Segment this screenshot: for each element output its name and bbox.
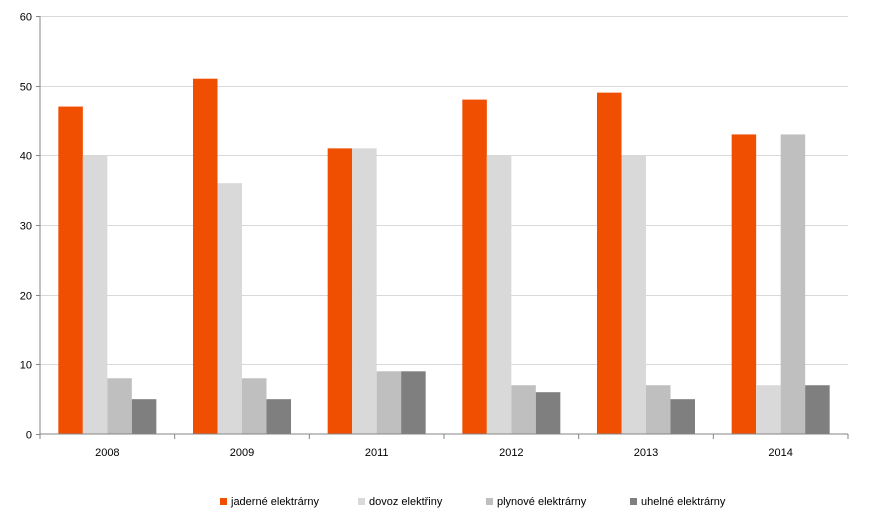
y-tick-label: 0: [26, 430, 32, 442]
bar-2013-series-1: [597, 92, 622, 434]
gridlines: [40, 16, 848, 365]
bars: [58, 78, 830, 435]
legend: jaderné elektrárny dovoz elektřiny plynové…: [220, 496, 726, 508]
bar-2009-series-2: [217, 183, 242, 434]
bar-2011-series-1: [327, 148, 353, 434]
bar-2008-series-3: [107, 378, 132, 434]
bar-2012-series-3: [511, 385, 536, 434]
legend-label: dovoz elektřiny: [369, 496, 443, 508]
x-tick-label: 2013: [634, 447, 658, 459]
bar-2008-series-2: [82, 155, 108, 435]
bar-2013-series-3: [646, 385, 671, 434]
bar-2012-series-2: [486, 155, 512, 435]
y-tick-label: 50: [20, 82, 32, 94]
x-tick-label: 2014: [768, 447, 792, 459]
legend-swatch: [358, 498, 365, 505]
legend-label: plynové elektrárny: [497, 496, 587, 508]
y-tick-label: 10: [20, 360, 32, 372]
bar-2014-series-2: [756, 385, 781, 434]
x-tick-label: 2012: [499, 447, 523, 459]
y-tick-label: 20: [20, 291, 32, 303]
bar-2009-series-3: [242, 378, 267, 434]
bar-2014-series-1: [731, 134, 757, 434]
y-tick-label: 30: [20, 221, 32, 233]
bar-2011-series-4: [401, 371, 426, 434]
y-axis-ticks: 0 10 20 30 40 50 60: [20, 12, 40, 442]
x-axis-ticks: 2008 2009 2011 2012 2013 2014: [39, 434, 849, 459]
bar-2013-series-4: [670, 399, 695, 434]
x-tick-label: 2008: [95, 447, 119, 459]
bar-2013-series-2: [621, 155, 646, 435]
legend-swatch: [630, 498, 637, 505]
bar-2014-series-3: [780, 134, 806, 434]
bar-2009-series-4: [266, 399, 291, 434]
bar-2009-series-1: [193, 78, 218, 434]
bar-2008-series-1: [58, 106, 83, 435]
bar-2012-series-1: [462, 99, 487, 434]
bar-2011-series-2: [352, 148, 377, 434]
x-tick-label: 2009: [230, 447, 254, 459]
legend-label: jaderné elektrárny: [230, 496, 320, 508]
legend-swatch: [220, 498, 227, 505]
legend-label: uhelné elektrárny: [641, 496, 726, 508]
x-tick-label: 2011: [365, 447, 389, 459]
bar-2011-series-3: [376, 371, 402, 434]
y-tick-label: 40: [20, 151, 32, 163]
bar-2014-series-4: [805, 385, 830, 434]
y-tick-label: 60: [20, 12, 32, 24]
bar-2012-series-4: [535, 392, 561, 434]
bar-2008-series-4: [131, 399, 157, 434]
legend-swatch: [486, 498, 493, 505]
